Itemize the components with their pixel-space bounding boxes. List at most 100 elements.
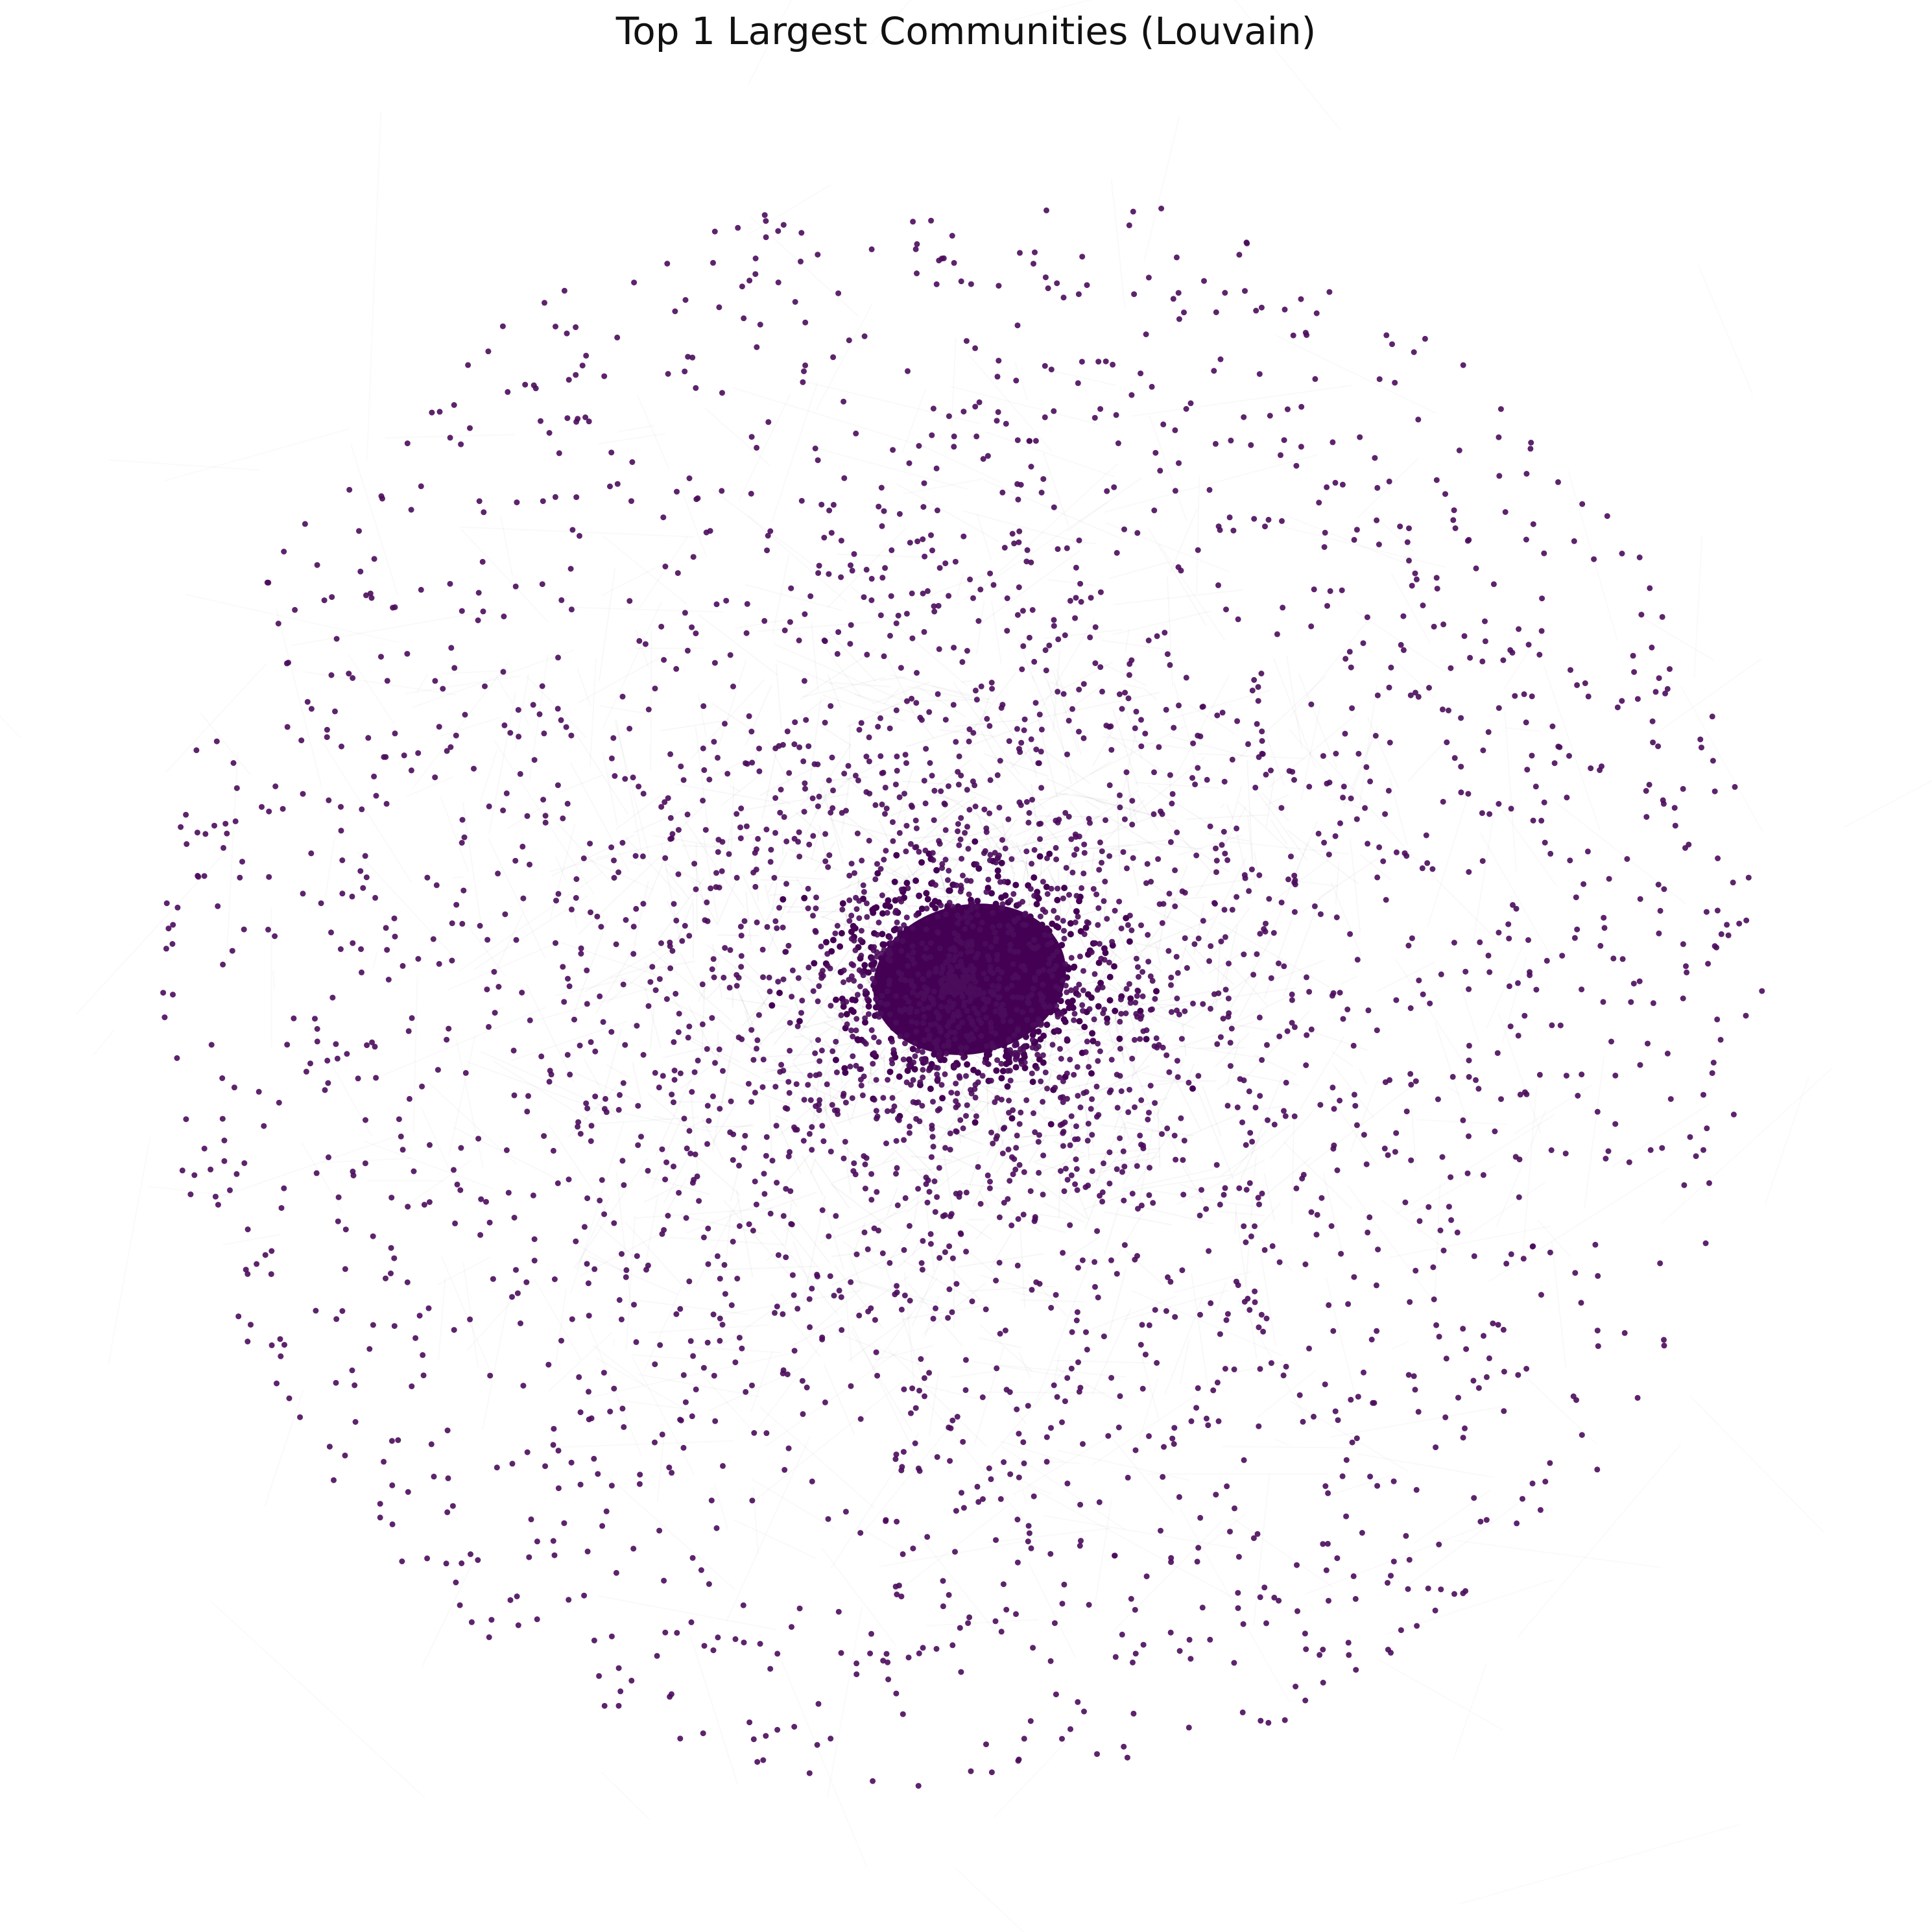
node — [682, 368, 688, 375]
node — [1462, 1425, 1468, 1431]
node — [1400, 613, 1407, 619]
node — [377, 1501, 383, 1507]
node — [477, 923, 483, 929]
node — [1461, 633, 1468, 639]
edge — [977, 514, 992, 561]
edge — [1148, 785, 1216, 829]
edge — [912, 1238, 921, 1256]
node — [1129, 1055, 1136, 1062]
edge — [1395, 959, 1478, 1084]
node — [1014, 437, 1021, 444]
node — [943, 959, 949, 966]
node — [853, 1671, 860, 1678]
node — [1059, 968, 1066, 975]
node — [767, 1665, 774, 1672]
node — [208, 1042, 215, 1048]
node — [952, 558, 959, 565]
edge — [796, 878, 808, 896]
node — [1048, 885, 1055, 892]
node — [266, 874, 272, 880]
edge — [824, 791, 842, 863]
node — [1311, 1413, 1317, 1420]
edge — [1001, 1446, 1125, 1529]
node — [1172, 488, 1178, 494]
node — [1479, 810, 1485, 817]
node — [635, 1103, 641, 1109]
edge — [1130, 757, 1205, 818]
node — [1374, 874, 1381, 881]
node — [901, 922, 907, 928]
node — [440, 686, 446, 692]
edge — [874, 1056, 886, 1062]
edge — [990, 464, 1117, 580]
node — [1054, 896, 1061, 903]
node — [963, 1189, 970, 1196]
node — [1664, 686, 1671, 692]
node — [1032, 957, 1039, 964]
edge — [1005, 834, 1066, 850]
node — [1595, 1343, 1601, 1350]
edge — [930, 1106, 967, 1152]
node — [1433, 1444, 1439, 1451]
node — [1031, 874, 1038, 881]
node — [1026, 1530, 1032, 1536]
node — [284, 1042, 291, 1048]
node — [1143, 1573, 1150, 1580]
node — [955, 963, 960, 970]
edge — [323, 743, 411, 883]
edge — [1086, 801, 1099, 810]
edge — [834, 942, 837, 951]
node — [631, 280, 638, 286]
node — [1031, 1029, 1038, 1035]
node — [936, 939, 944, 946]
edge — [405, 676, 521, 694]
node — [1047, 992, 1053, 999]
node — [814, 1742, 820, 1748]
node — [1039, 959, 1046, 965]
node — [780, 896, 787, 903]
node — [1111, 963, 1117, 970]
node — [955, 903, 962, 910]
node — [730, 1131, 737, 1138]
node — [680, 777, 687, 783]
node — [420, 1372, 427, 1379]
node — [555, 782, 561, 789]
node — [215, 903, 221, 909]
node — [1236, 1185, 1243, 1191]
node — [848, 861, 855, 867]
edge — [866, 1080, 898, 1091]
node — [1486, 1355, 1492, 1361]
node — [841, 398, 847, 405]
node — [555, 1485, 562, 1492]
node — [1183, 674, 1189, 681]
node — [958, 959, 964, 965]
node — [1077, 953, 1083, 960]
node — [1240, 1621, 1246, 1627]
node — [1051, 1382, 1057, 1389]
edge — [223, 1235, 280, 1245]
node — [1106, 782, 1113, 789]
node — [201, 873, 208, 879]
node — [828, 1003, 834, 1009]
node — [617, 1688, 624, 1695]
edge — [839, 913, 848, 948]
node — [1038, 927, 1045, 935]
edge — [1021, 1084, 1043, 1093]
node — [987, 1178, 993, 1185]
node — [1171, 1441, 1177, 1447]
edge — [422, 1551, 479, 1667]
node — [1008, 856, 1015, 863]
node — [960, 533, 967, 540]
edge — [956, 1084, 981, 1119]
node — [1016, 1474, 1022, 1481]
node — [972, 804, 979, 809]
node — [887, 1011, 893, 1018]
node — [1318, 1195, 1325, 1201]
node — [888, 547, 895, 553]
node — [890, 1007, 898, 1014]
node — [540, 498, 546, 505]
node — [1579, 1071, 1585, 1078]
node — [959, 1490, 964, 1496]
node — [741, 315, 747, 322]
